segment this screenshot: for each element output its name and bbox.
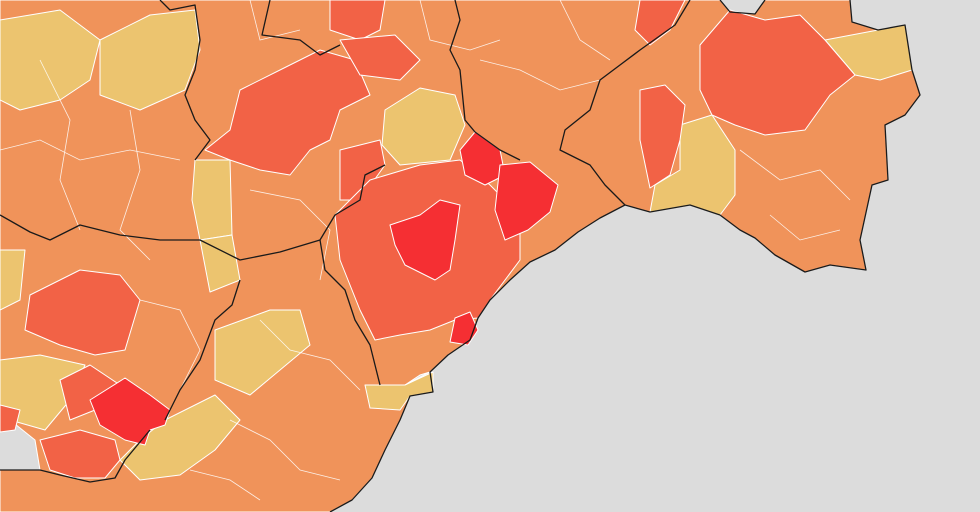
municipal-borders [0,0,851,501]
border [329,0,921,512]
border [164,279,241,421]
region [339,34,421,81]
region [0,249,26,311]
yellow-regions [0,9,913,481]
region [494,161,559,241]
border [559,0,611,61]
region [119,394,241,481]
region [99,9,201,111]
red-regions [89,131,559,446]
border [259,319,361,391]
border [739,149,851,201]
border [479,59,601,91]
province-borders [0,0,921,512]
region [89,377,171,446]
border [0,139,181,161]
border [249,189,331,281]
border [159,0,211,161]
region [639,84,686,189]
border [419,0,501,51]
border [139,299,201,391]
region [699,9,856,136]
region [191,159,233,241]
region [0,9,101,111]
border [319,239,381,386]
border [0,429,151,483]
border [39,59,81,231]
border [449,0,521,161]
border [0,164,386,261]
border [559,0,691,206]
border [119,109,151,261]
border [769,214,841,241]
border [229,419,341,481]
border [249,0,301,41]
border [261,0,341,56]
region [381,87,466,166]
region [24,269,141,356]
region [389,199,461,281]
region [329,0,386,41]
border [189,469,261,501]
region [634,0,686,46]
region [214,309,311,396]
region [39,429,121,479]
region [0,404,21,433]
